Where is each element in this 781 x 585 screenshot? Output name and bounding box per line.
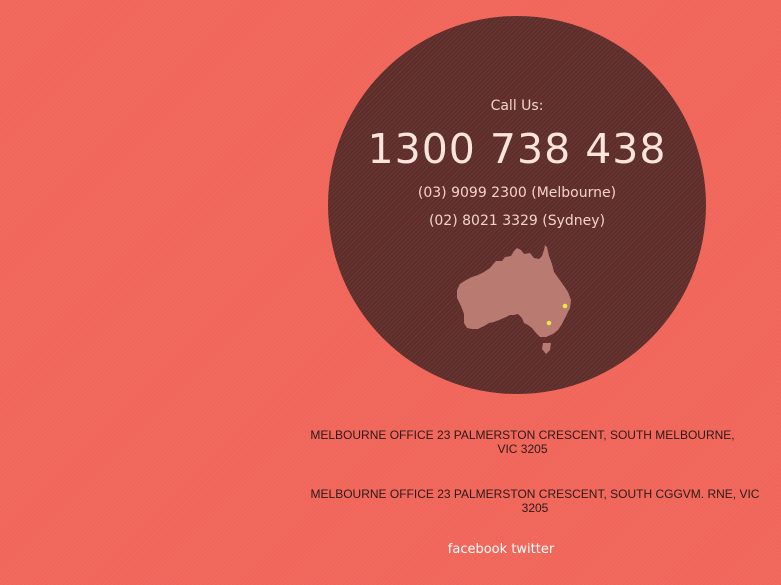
australia-mainland [457, 245, 571, 337]
melbourne-address-2: MELBOURNE OFFICE 23 PALMERSTON CRESCENT,… [310, 487, 760, 515]
twitter-link[interactable]: twitter [511, 542, 555, 557]
contact-circle: Call Us: 1300 738 438 (03) 9099 2300 (Me… [328, 16, 706, 394]
main-phone-number[interactable]: 1300 738 438 [367, 125, 667, 173]
call-us-label: Call Us: [490, 98, 544, 114]
australia-map-icon [457, 245, 571, 354]
melbourne-location-dot-icon [546, 320, 552, 326]
melbourne-phone[interactable]: (03) 9099 2300 (Melbourne) [417, 185, 617, 201]
melbourne-address-1: MELBOURNE OFFICE 23 PALMERSTON CRESCENT,… [310, 428, 735, 456]
sydney-location-dot-icon [562, 303, 568, 309]
sydney-phone[interactable]: (02) 8021 3329 (Sydney) [428, 213, 606, 229]
facebook-link[interactable]: facebook [447, 542, 508, 557]
social-links: facebook twitter [0, 542, 781, 557]
tasmania [542, 343, 551, 354]
